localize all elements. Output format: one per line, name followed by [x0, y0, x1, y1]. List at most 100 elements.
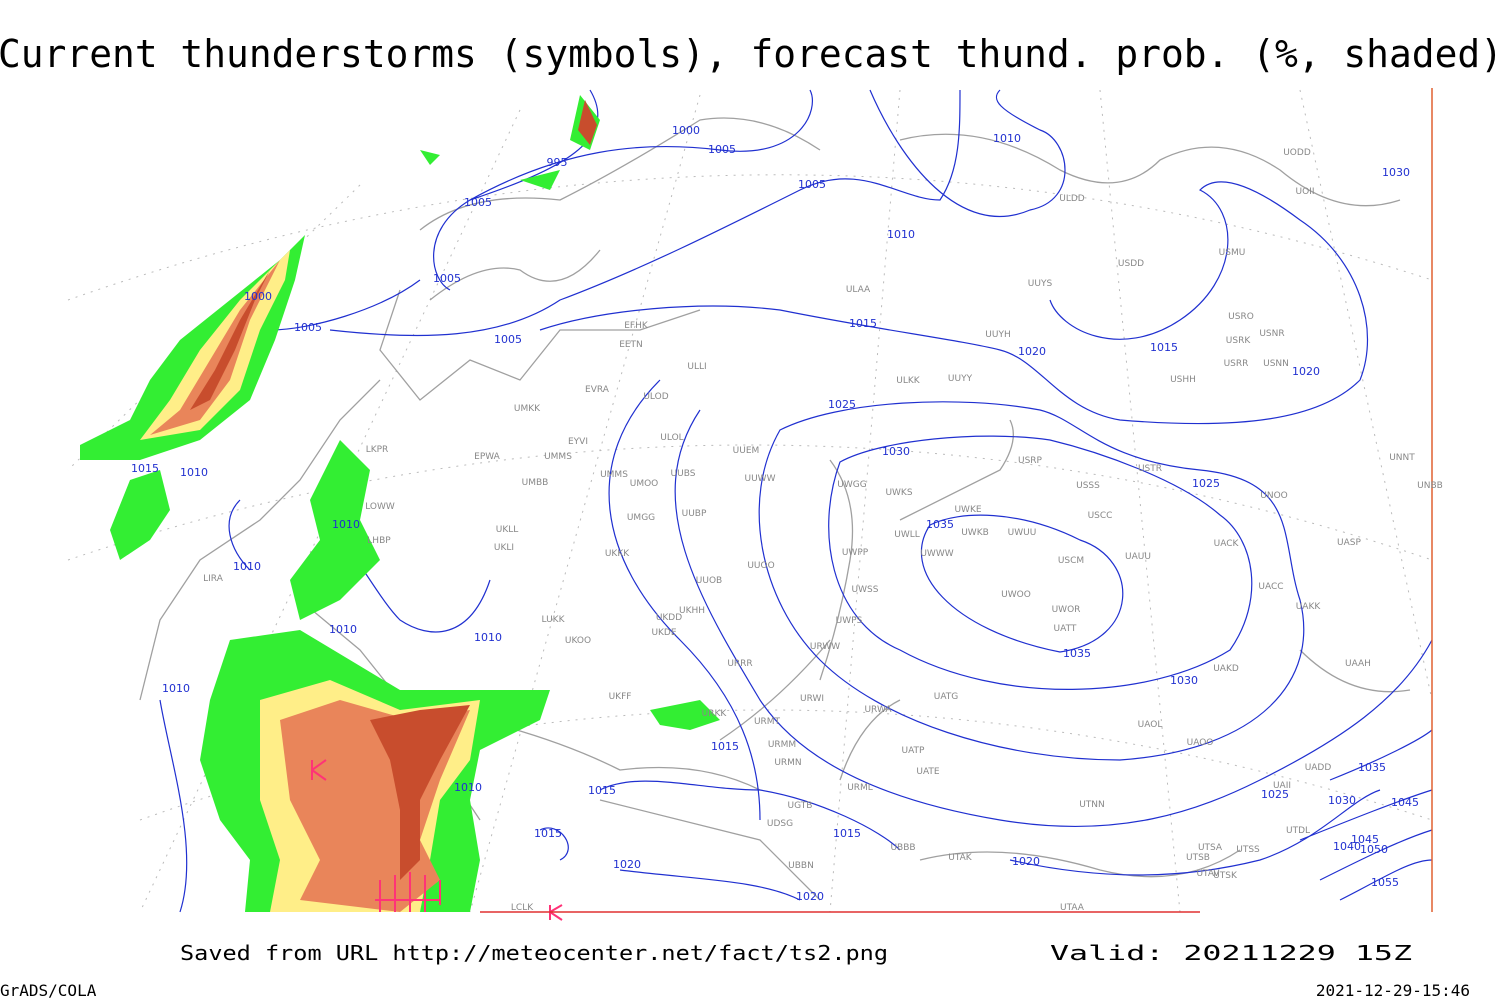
station-label: UUBS	[671, 469, 696, 479]
station-label: UDSG	[767, 819, 793, 829]
station-label: USRP	[1018, 456, 1043, 466]
station-label: UWLL	[894, 530, 920, 540]
station-label: UAKD	[1213, 664, 1239, 674]
graticule	[67, 89, 1433, 913]
station-label: UBBN	[788, 861, 814, 871]
isobar-label: 1020	[1018, 345, 1046, 358]
station-label: UUWW	[745, 474, 776, 484]
station-label: UWUU	[1008, 528, 1037, 538]
station-label: UMOO	[630, 479, 659, 489]
station-label: ULKK	[896, 376, 921, 386]
station-label: UWPS	[836, 616, 863, 626]
station-label: UKFF	[609, 692, 632, 702]
station-label: URRR	[727, 659, 752, 669]
station-label: USNR	[1259, 329, 1284, 339]
isobar-label: 1040	[1333, 840, 1361, 853]
station-label: UWOR	[1052, 605, 1081, 615]
isobar-label: 1015	[833, 827, 861, 840]
station-label: USCC	[1088, 511, 1113, 521]
isobar-label: 1005	[294, 321, 322, 334]
isobar-label: 1030	[1170, 674, 1198, 687]
isobars	[159, 89, 1433, 913]
isobar-label: 1035	[1358, 761, 1386, 774]
isobar-label: 1015	[131, 462, 159, 475]
station-label: UWWW	[920, 549, 953, 559]
station-label: UGTB	[788, 801, 813, 811]
station-label: UWKE	[954, 505, 981, 515]
station-label: URML	[847, 783, 873, 793]
station-label: UATT	[1054, 624, 1077, 634]
station-label: USDD	[1118, 259, 1144, 269]
station-label: UTNN	[1079, 800, 1105, 810]
station-label: UTDL	[1286, 826, 1310, 836]
station-label: UAOO	[1187, 738, 1214, 748]
station-label: UATE	[916, 767, 940, 777]
timestamp: 2021-12-29-15:46	[1316, 981, 1470, 1000]
station-label: EFHK	[624, 321, 649, 331]
station-label: USRO	[1228, 312, 1254, 322]
station-label: UODD	[1283, 148, 1311, 158]
station-label: UKLI	[494, 543, 514, 553]
station-label: UADD	[1305, 763, 1332, 773]
isobar-label: 1050	[1360, 843, 1388, 856]
isobar-label: 1010	[329, 623, 357, 636]
station-label: UNNT	[1389, 453, 1415, 463]
station-label: ULDD	[1059, 194, 1085, 204]
station-label: URWA	[864, 705, 892, 715]
station-label: UUEM	[733, 446, 760, 456]
station-label: UATG	[934, 692, 959, 702]
station-label: UACK	[1214, 539, 1240, 549]
isobar-label: 1015	[534, 827, 562, 840]
station-label: UTAK	[948, 853, 973, 863]
station-label: URWI	[800, 694, 824, 704]
source-url: Saved from URL http://meteocenter.net/fa…	[180, 941, 888, 965]
isobar-label: 1020	[796, 890, 824, 903]
station-label: EYVI	[568, 437, 588, 447]
isobar-label: 1025	[1192, 477, 1220, 490]
station-label: USSS	[1076, 481, 1100, 491]
thunderstorm-probability	[80, 95, 720, 912]
isobar-label: 1005	[798, 178, 826, 191]
station-label: UASP	[1337, 538, 1361, 548]
isobar-label: 1030	[1328, 794, 1356, 807]
station-label: UKDD	[656, 613, 682, 623]
isobar-labels: 1000 1005 995 1005 1005 1000 1005 1005 1005 1010 1…	[131, 124, 1419, 903]
isobar-label: 1055	[1371, 876, 1399, 889]
station-label: UTSB	[1186, 853, 1210, 863]
station-label: USNN	[1263, 359, 1289, 369]
station-label: ULAA	[846, 285, 871, 295]
station-label: UWKS	[885, 488, 912, 498]
station-label: UUYY	[948, 374, 973, 384]
station-label: ULOD	[643, 392, 668, 402]
station-label: URMN	[774, 758, 801, 768]
isobar-label: 1010	[887, 228, 915, 241]
station-label: URMM	[768, 740, 796, 750]
station-label: UTAA	[1060, 903, 1085, 913]
station-label: USRK	[1226, 336, 1252, 346]
isobar-label: 1000	[672, 124, 700, 137]
station-label: URMT	[754, 717, 781, 727]
station-label: UKLL	[496, 525, 519, 535]
isobar-label: 1025	[1261, 788, 1289, 801]
isobar-label: 1005	[494, 333, 522, 346]
frame	[480, 88, 1433, 913]
isobar-label: 1045	[1351, 833, 1379, 846]
station-label: LCLK	[511, 903, 534, 913]
valid-time: Valid: 20211229 15Z	[1050, 941, 1412, 965]
isobar-label: 1015	[711, 740, 739, 753]
station-label: USHH	[1170, 375, 1196, 385]
station-label: UAUU	[1125, 552, 1151, 562]
station-label: LKPR	[366, 445, 389, 455]
isobar-label: 1025	[828, 398, 856, 411]
isobar-label: 1010	[454, 781, 482, 794]
isobar-label: 995	[547, 156, 568, 169]
isobar-label: 1045	[1391, 796, 1419, 809]
station-label: UTAV	[1196, 869, 1220, 879]
current-thunderstorms	[311, 759, 563, 921]
station-label: UWPP	[842, 548, 869, 558]
station-label: ULLI	[687, 362, 706, 372]
isobar-label: 1035	[1063, 647, 1091, 660]
isobar-label: 1030	[882, 445, 910, 458]
station-label: UWOO	[1001, 590, 1031, 600]
